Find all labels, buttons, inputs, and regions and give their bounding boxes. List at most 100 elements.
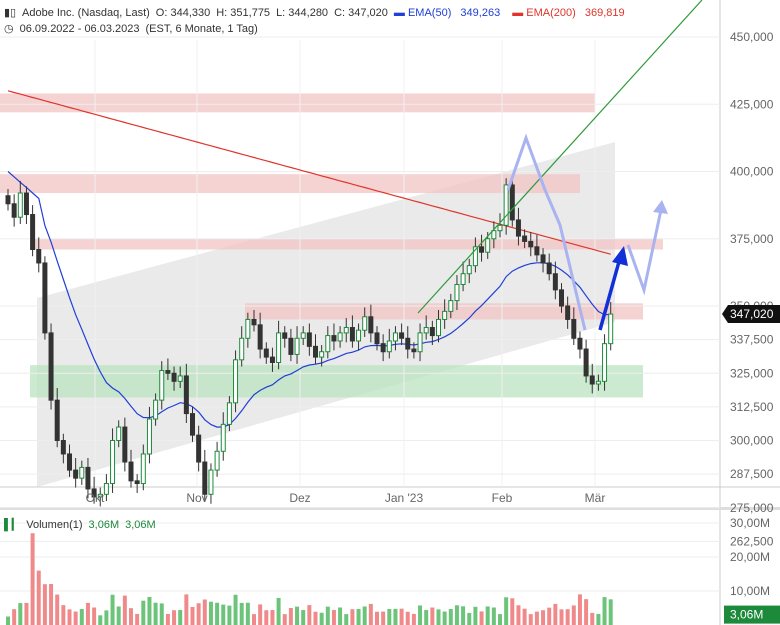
candle-body (11, 203, 17, 218)
candle-body (110, 440, 116, 485)
volume-bar (221, 604, 226, 625)
candle-body (196, 434, 202, 463)
candle-body (386, 340, 392, 353)
price-tick-label: 400,000 (730, 165, 774, 179)
candle-body (300, 332, 306, 339)
volume-bar (307, 605, 312, 625)
candle-body (288, 337, 294, 355)
candle-body (602, 343, 608, 382)
volume-bar (165, 613, 170, 625)
high-value: H: 351,775 (216, 7, 271, 19)
volume-bar (73, 611, 78, 625)
candle-body (226, 402, 232, 425)
ema50-legend: ▬ EMA(50) 349,263 (393, 7, 501, 19)
volume-bar (461, 606, 466, 625)
volume-bar (129, 608, 133, 625)
price-badge: 347,020 (730, 307, 774, 321)
candle-body (399, 332, 405, 339)
candle-body (5, 195, 11, 205)
candle-body (337, 332, 343, 342)
candle-body (362, 316, 368, 331)
candle-body (171, 372, 177, 382)
volume-bar (141, 600, 146, 625)
volume-bar (288, 608, 293, 625)
volume-bar (55, 594, 60, 625)
volume-bar (596, 613, 601, 625)
candle-body (103, 483, 109, 495)
volume-bar (295, 606, 300, 625)
time-tick-label: Mär (585, 491, 606, 505)
blue-arrow-shaft (598, 257, 622, 331)
candle-body (140, 453, 146, 485)
volume-bar (485, 606, 490, 625)
volume-bar (368, 603, 373, 625)
volume-bar (110, 594, 115, 625)
volume-label: Volumen(1) (26, 519, 83, 531)
close-value: C: 347,020 (334, 7, 388, 19)
candle-body (503, 184, 509, 226)
price-tick-label: 262,500 (730, 534, 774, 548)
volume-bar (418, 605, 423, 625)
candle-body (54, 399, 60, 441)
zones-layer (0, 93, 663, 487)
candle-body (405, 337, 411, 350)
volume-bar (448, 609, 453, 625)
candle-body (380, 343, 386, 353)
volume-bar (233, 594, 238, 625)
projection-path-1 (506, 133, 587, 331)
candle-body (313, 345, 318, 358)
candle-body (356, 329, 362, 342)
price-tick-label: 325,000 (730, 366, 774, 380)
volume-bar (491, 607, 496, 625)
volume-bar (282, 614, 287, 625)
support-zone (30, 365, 643, 398)
volume-tick-label: 10,00M (730, 584, 770, 598)
candle-body (595, 380, 601, 385)
candle-body (319, 351, 325, 358)
candle-body (442, 310, 448, 320)
volume-bar (331, 610, 336, 625)
volume-bar (467, 612, 472, 625)
volume-bar (264, 610, 269, 625)
volume-bar (215, 602, 220, 625)
annotations-layer (417, 0, 703, 331)
candle-body (190, 413, 195, 436)
candle-body (73, 469, 79, 479)
candle-body (460, 273, 466, 285)
volume-bar (553, 603, 558, 625)
volume-bar (92, 607, 97, 625)
volume-bar (159, 603, 164, 625)
volume-bar (498, 614, 502, 625)
candle-body (263, 348, 269, 358)
volume-bar (36, 570, 41, 625)
candle-body (411, 348, 417, 353)
candle-body (608, 313, 614, 345)
clock-icon: ◷ (4, 23, 14, 35)
candle-body (239, 337, 245, 361)
ema200-legend: ▬ EMA(200) 369,819 (512, 7, 625, 19)
time-tick-label: Jan '23 (385, 491, 424, 505)
candle-body (559, 289, 564, 307)
volume-value-2: 3,06M (125, 519, 156, 531)
candle-body (491, 230, 497, 240)
low-value: L: 344,280 (276, 7, 329, 19)
time-tick-label: Nov (186, 491, 207, 505)
candle-body (534, 246, 540, 256)
volume-icon: ▌▎ (4, 519, 21, 531)
volume-badge: 3,06M (730, 608, 763, 622)
resistance-zone-3 (30, 238, 663, 250)
candle-body (294, 337, 300, 355)
candle-body (546, 262, 552, 275)
volume-bar (510, 598, 515, 625)
volume-bar (122, 595, 127, 625)
volume-bar (547, 607, 552, 625)
volume-bar (381, 611, 386, 625)
candle-body (349, 327, 355, 342)
volume-bar (239, 602, 244, 625)
volume-bar (190, 606, 195, 625)
volume-bar (67, 609, 72, 625)
volume-bar (319, 612, 324, 625)
time-tick-label: Feb (492, 491, 513, 505)
volume-bar (516, 605, 521, 625)
